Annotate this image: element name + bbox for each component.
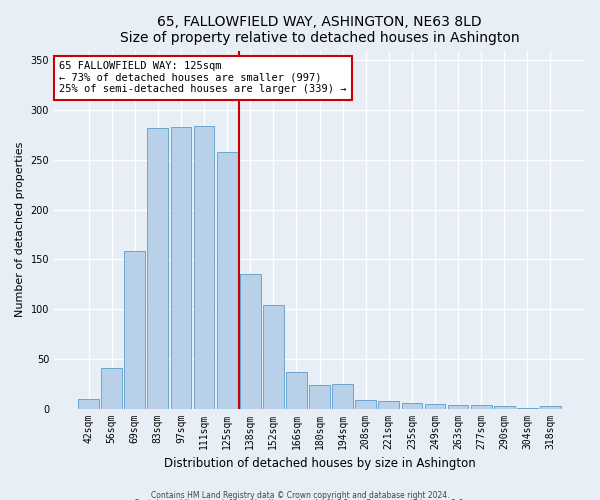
Text: Contains public sector information licensed under the Open Government Licence v3: Contains public sector information licen…: [134, 499, 466, 500]
Bar: [309, 384, 330, 408]
Bar: [332, 384, 353, 408]
Bar: [355, 400, 376, 408]
Bar: [540, 406, 561, 408]
Title: 65, FALLOWFIELD WAY, ASHINGTON, NE63 8LD
Size of property relative to detached h: 65, FALLOWFIELD WAY, ASHINGTON, NE63 8LD…: [120, 15, 520, 45]
Bar: [401, 402, 422, 408]
Bar: [217, 152, 238, 408]
Bar: [263, 305, 284, 408]
Bar: [471, 404, 491, 408]
Y-axis label: Number of detached properties: Number of detached properties: [15, 142, 25, 317]
Bar: [170, 127, 191, 408]
Bar: [286, 372, 307, 408]
Bar: [101, 368, 122, 408]
Text: 65 FALLOWFIELD WAY: 125sqm
← 73% of detached houses are smaller (997)
25% of sem: 65 FALLOWFIELD WAY: 125sqm ← 73% of deta…: [59, 62, 347, 94]
Text: Contains HM Land Registry data © Crown copyright and database right 2024.: Contains HM Land Registry data © Crown c…: [151, 490, 449, 500]
Bar: [194, 126, 214, 408]
Bar: [124, 252, 145, 408]
Bar: [148, 128, 168, 408]
X-axis label: Distribution of detached houses by size in Ashington: Distribution of detached houses by size …: [164, 457, 475, 470]
Bar: [78, 398, 99, 408]
Bar: [448, 404, 469, 408]
Bar: [379, 400, 399, 408]
Bar: [425, 404, 445, 408]
Bar: [494, 406, 515, 408]
Bar: [240, 274, 260, 408]
